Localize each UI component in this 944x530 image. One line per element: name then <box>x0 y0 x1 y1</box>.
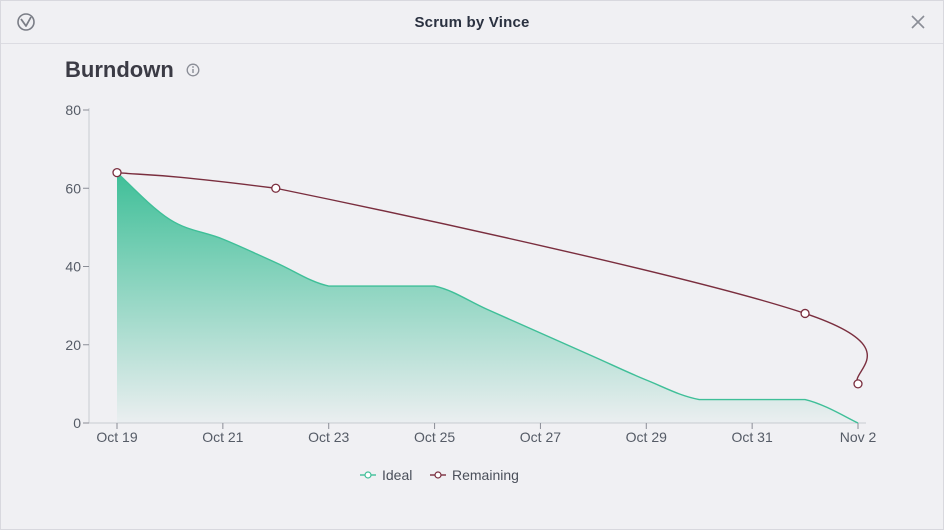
y-tick-label: 80 <box>65 102 81 118</box>
x-tick-label: Oct 21 <box>202 429 243 445</box>
y-tick-label: 60 <box>65 180 81 196</box>
legend-item-ideal[interactable]: Ideal <box>360 467 412 483</box>
close-icon[interactable] <box>907 11 929 33</box>
info-icon[interactable] <box>186 63 200 77</box>
ideal-area <box>117 172 858 423</box>
panel-title: Burndown <box>65 57 174 82</box>
y-tick-label: 0 <box>73 415 81 431</box>
x-tick-label: Nov 2 <box>840 429 877 445</box>
legend-item-remaining[interactable]: Remaining <box>430 467 519 483</box>
title-bar: Scrum by Vince <box>1 1 943 44</box>
y-tick-label: 20 <box>65 337 81 353</box>
x-tick-label: Oct 25 <box>414 429 455 445</box>
ideal-line <box>116 172 859 424</box>
legend-label: Ideal <box>382 467 412 483</box>
panel-header: Burndown <box>65 57 200 87</box>
legend-swatch-marker <box>434 471 442 479</box>
remaining-line <box>116 171 868 385</box>
x-tick-label: Oct 27 <box>520 429 561 445</box>
x-tick-label: Oct 23 <box>308 429 349 445</box>
x-tick-label: Oct 19 <box>96 429 137 445</box>
remaining-point[interactable] <box>853 379 863 389</box>
legend-label: Remaining <box>452 467 519 483</box>
app-logo-icon <box>17 13 35 31</box>
remaining-point[interactable] <box>800 308 810 319</box>
y-tick-label: 40 <box>65 259 81 275</box>
x-tick-label: Oct 31 <box>732 429 773 445</box>
remaining-point[interactable] <box>271 183 281 193</box>
remaining-point[interactable] <box>112 167 122 178</box>
x-tick-label: Oct 29 <box>626 429 667 445</box>
window-title: Scrum by Vince <box>414 14 530 31</box>
legend-swatch-marker <box>364 471 372 479</box>
